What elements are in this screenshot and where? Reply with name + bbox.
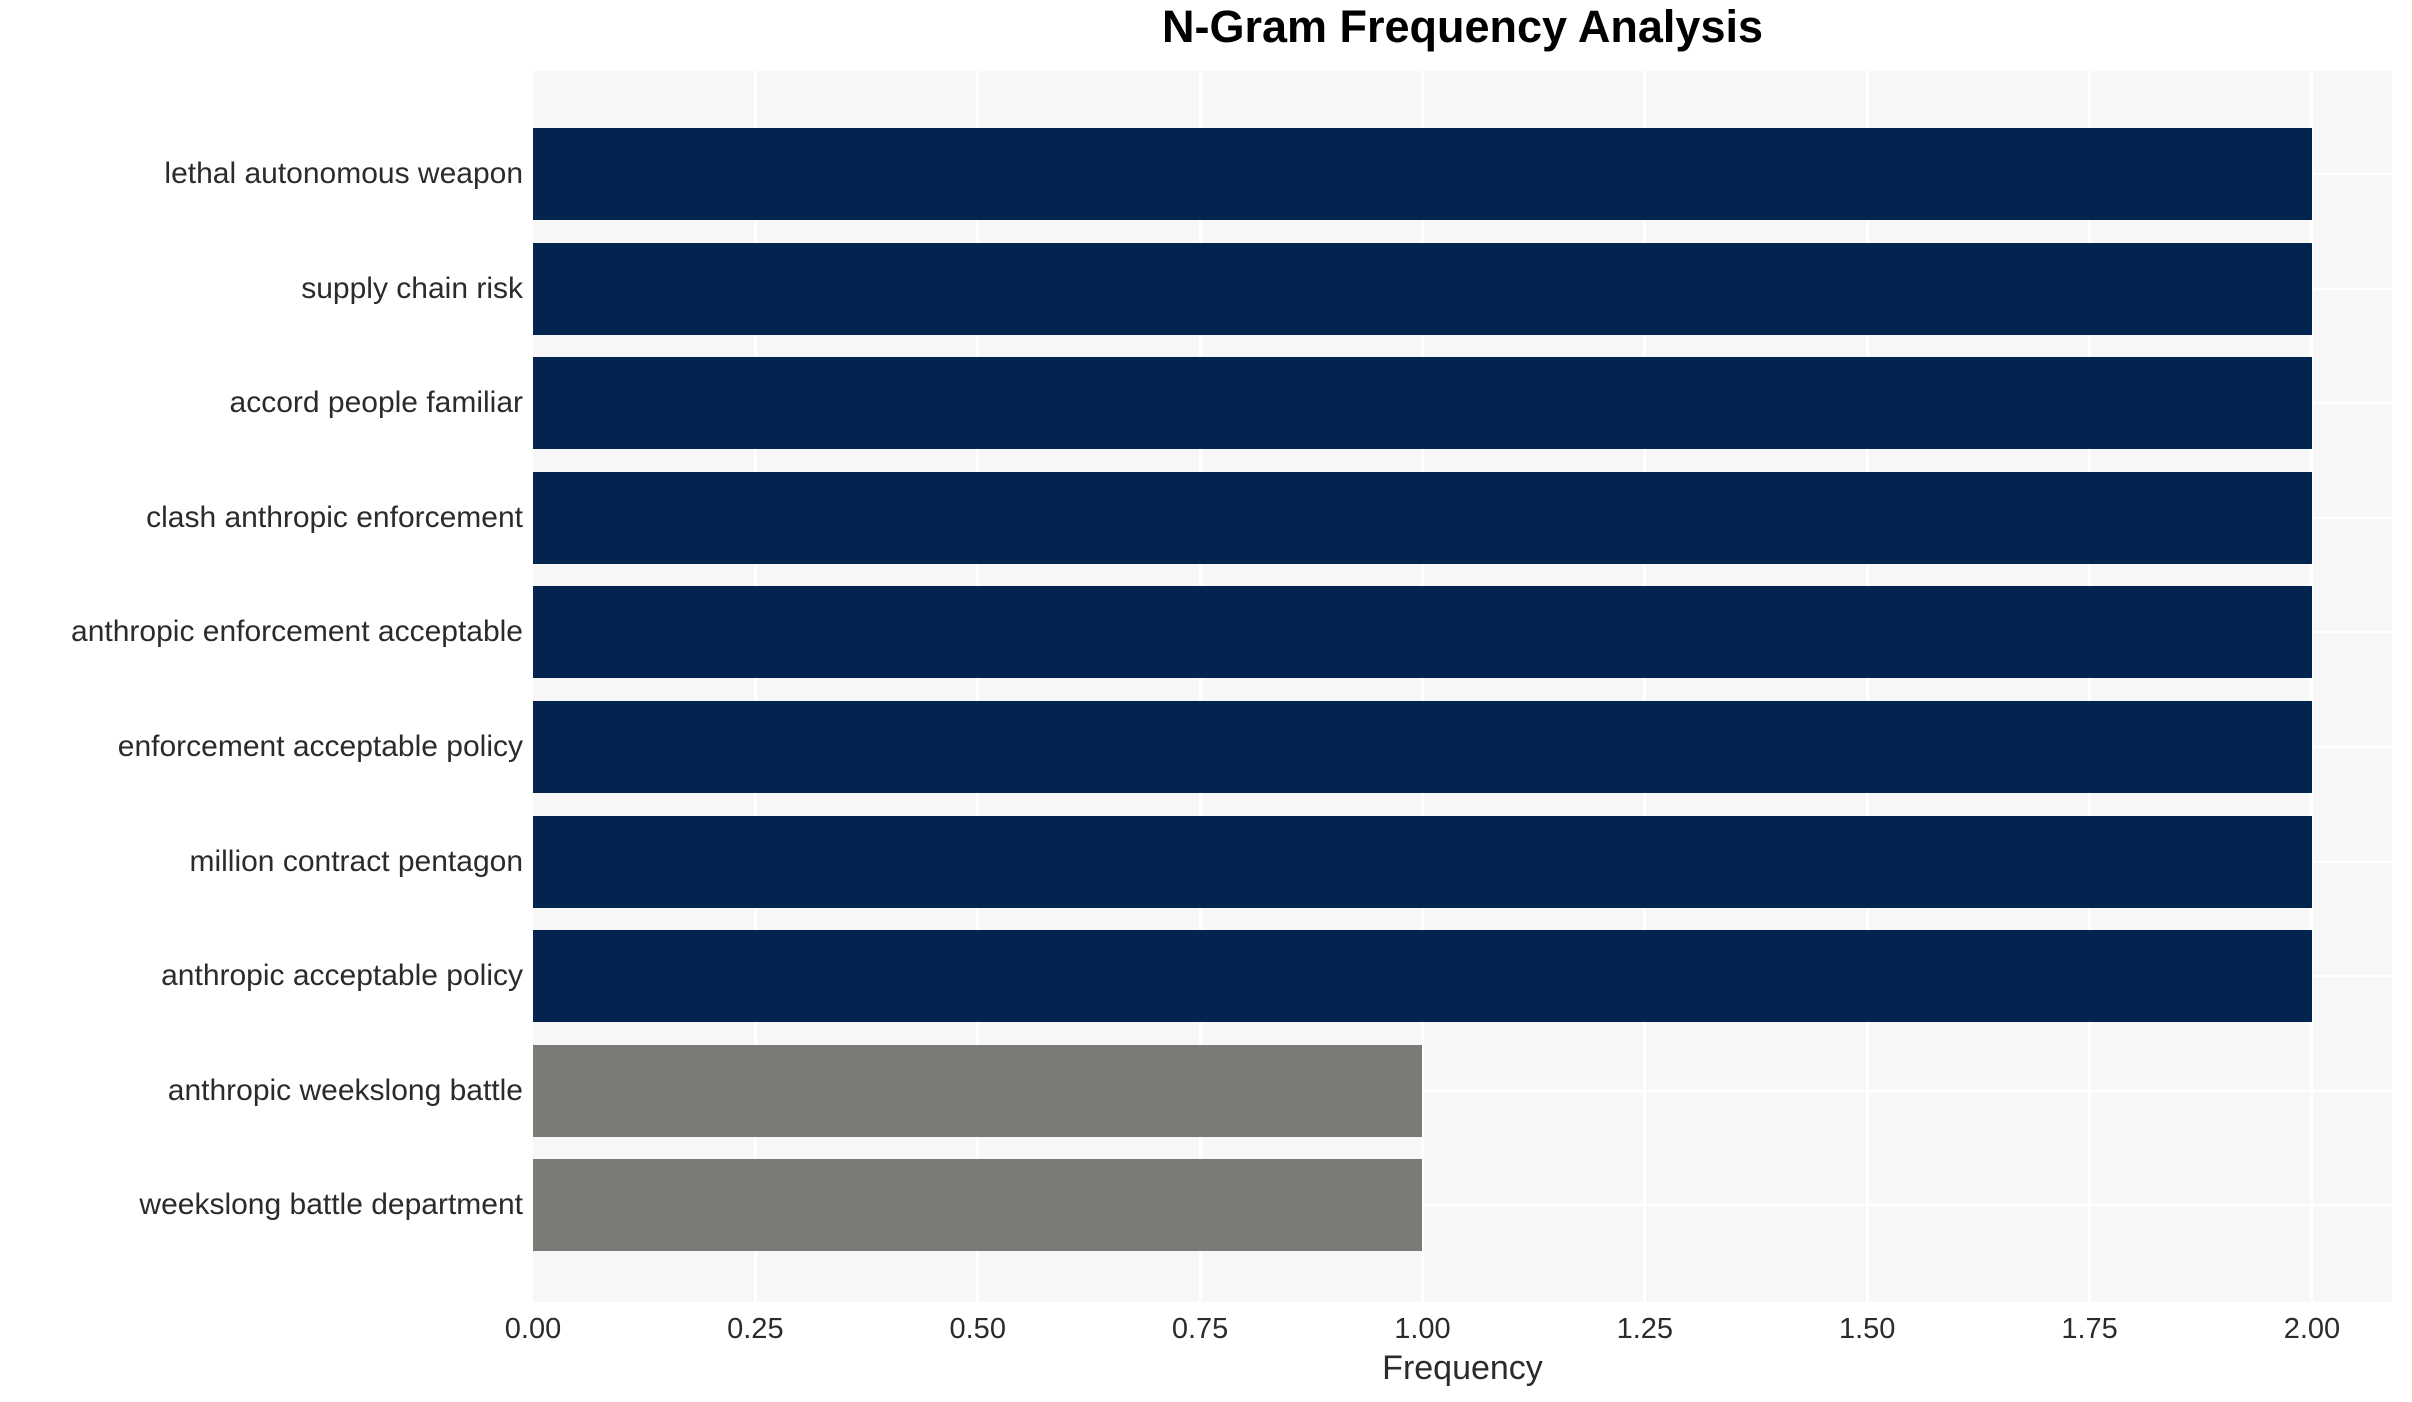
bar-5	[533, 701, 2312, 793]
gridline-x-1.50	[1865, 71, 1869, 1302]
y-tick-label: accord people familiar	[229, 386, 523, 420]
y-tick-label: supply chain risk	[301, 271, 523, 305]
gridline-x-1.00	[1420, 71, 1424, 1302]
x-tick-label: 1.00	[1394, 1313, 1451, 1345]
y-tick-label: million contract pentagon	[189, 844, 523, 878]
x-tick-label: 0.00	[504, 1313, 562, 1345]
x-tick-label: 1.25	[1616, 1313, 1674, 1345]
bar-3	[533, 471, 2312, 564]
y-tick-label: anthropic enforcement acceptable	[71, 615, 523, 649]
bar-8	[533, 1044, 1423, 1137]
y-tick-label: enforcement acceptable policy	[117, 730, 523, 763]
bar-4	[533, 586, 2312, 679]
x-tick-label: 1.75	[2061, 1313, 2118, 1345]
y-tick-label: anthropic weekslong battle	[167, 1073, 523, 1107]
y-tick-label: weekslong battle department	[139, 1188, 523, 1222]
x-axis-label: Frequency	[1382, 1349, 1543, 1387]
bar-6	[533, 815, 2312, 908]
x-tick-label: 0.50	[949, 1313, 1006, 1345]
bar-7	[533, 930, 2312, 1023]
bar-0	[533, 128, 2312, 220]
bar-9	[533, 1159, 1423, 1252]
gridline-x-0.50	[976, 71, 980, 1302]
plot-area	[533, 71, 2392, 1302]
gridline-x-0.75	[1198, 71, 1202, 1302]
bar-1	[533, 242, 2312, 335]
y-tick-label: anthropic acceptable policy	[161, 959, 523, 993]
x-tick-label: 1.50	[1838, 1313, 1896, 1345]
gridline-x-2.00	[2310, 71, 2314, 1302]
gridline-x-0.25	[753, 71, 757, 1302]
bar-2	[533, 357, 2312, 450]
chart-title: N-Gram Frequency Analysis	[1161, 1, 1764, 52]
gridline-x-1.75	[2088, 71, 2092, 1302]
gridline-y-9	[533, 1204, 2392, 1207]
x-tick-label: 0.75	[1171, 1313, 1229, 1345]
y-tick-label: clash anthropic enforcement	[146, 500, 523, 534]
gridline-y-8	[533, 1089, 2392, 1092]
x-tick-label: 0.25	[727, 1313, 784, 1345]
gridline-x-1.25	[1643, 71, 1647, 1302]
x-tick-label: 2.00	[2283, 1313, 2341, 1345]
y-tick-label: lethal autonomous weapon	[164, 157, 523, 190]
